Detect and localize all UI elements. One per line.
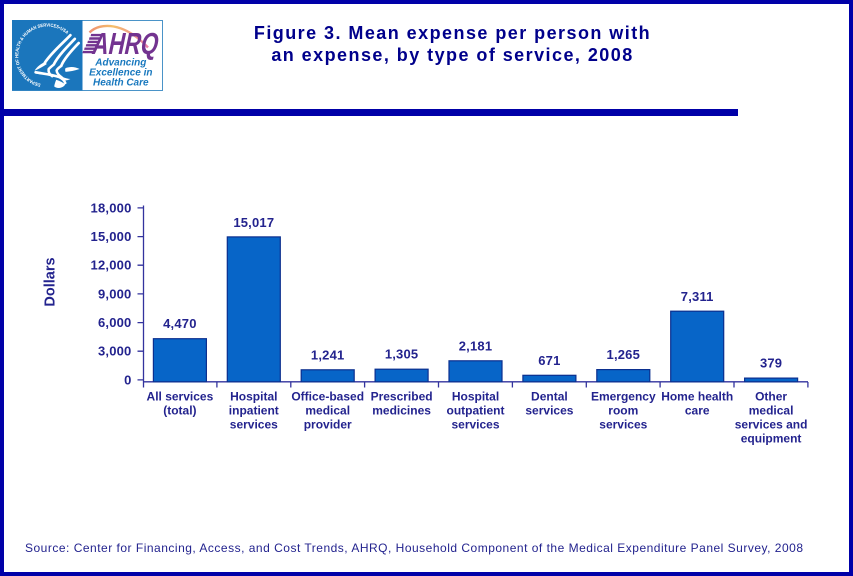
svg-text:Dental: Dental <box>531 390 568 404</box>
svg-text:15,000: 15,000 <box>91 229 132 244</box>
svg-text:services and: services and <box>735 418 808 432</box>
svg-text:3,000: 3,000 <box>98 344 132 359</box>
svg-text:Home health: Home health <box>661 390 733 404</box>
svg-text:Health Care: Health Care <box>93 77 149 88</box>
svg-text:4,470: 4,470 <box>163 316 197 331</box>
svg-text:AHRQ: AHRQ <box>90 26 163 61</box>
svg-text:equipment: equipment <box>741 432 802 446</box>
svg-text:Dollars: Dollars <box>43 257 59 306</box>
svg-text:medical: medical <box>749 404 794 418</box>
svg-text:Emergency: Emergency <box>591 390 656 404</box>
svg-text:(total): (total) <box>163 404 196 418</box>
svg-text:18,000: 18,000 <box>91 200 132 215</box>
svg-text:outpatient: outpatient <box>447 404 505 418</box>
svg-text:379: 379 <box>760 356 782 371</box>
svg-text:inpatient: inpatient <box>229 404 279 418</box>
svg-text:provider: provider <box>304 418 352 432</box>
svg-text:1,241: 1,241 <box>311 347 345 362</box>
svg-text:services: services <box>451 418 499 432</box>
svg-text:0: 0 <box>124 372 131 387</box>
svg-text:Advancing: Advancing <box>94 57 146 68</box>
svg-text:1,265: 1,265 <box>607 347 641 362</box>
svg-text:services: services <box>525 404 573 418</box>
svg-text:Office-based: Office-based <box>291 390 364 404</box>
svg-text:Hospital: Hospital <box>452 390 499 404</box>
svg-text:671: 671 <box>538 353 560 368</box>
svg-text:room: room <box>608 404 638 418</box>
svg-text:2,181: 2,181 <box>459 338 493 353</box>
svg-text:services: services <box>230 418 278 432</box>
svg-text:services: services <box>599 418 647 432</box>
svg-text:Other: Other <box>755 390 787 404</box>
svg-text:6,000: 6,000 <box>98 315 132 330</box>
svg-text:care: care <box>685 404 710 418</box>
svg-text:Prescribed: Prescribed <box>371 390 433 404</box>
svg-text:medicines: medicines <box>372 404 431 418</box>
svg-text:All services: All services <box>147 390 214 404</box>
svg-text:9,000: 9,000 <box>98 286 132 301</box>
svg-text:7,311: 7,311 <box>681 289 714 304</box>
svg-text:1,305: 1,305 <box>385 347 419 362</box>
svg-text:12,000: 12,000 <box>91 258 132 273</box>
svg-text:15,017: 15,017 <box>233 215 274 230</box>
svg-text:medical: medical <box>305 404 350 418</box>
svg-text:Hospital: Hospital <box>230 390 277 404</box>
svg-text:Excellence in: Excellence in <box>89 67 152 78</box>
